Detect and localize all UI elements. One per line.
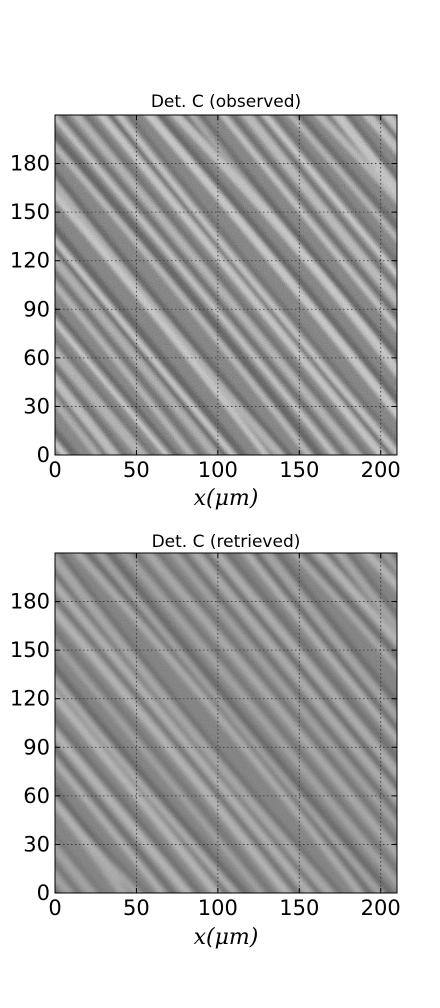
- chart-title-observed: Det. C (observed): [150, 92, 302, 112]
- noise-texture: [55, 115, 397, 455]
- x-tick-label: 0: [48, 896, 61, 920]
- x-tick-label: 150: [279, 896, 319, 920]
- y-tick-label: 150: [10, 638, 50, 662]
- x-tick-label: 0: [48, 458, 61, 482]
- stripe-light: [418, 95, 440, 495]
- stripe-dark: [426, 533, 440, 933]
- y-tick-label: 120: [10, 687, 50, 711]
- stripe-light: [398, 95, 440, 495]
- stripe-dark: [408, 533, 440, 933]
- y-tick-label: 30: [23, 832, 50, 856]
- y-tick-label: 90: [23, 297, 50, 321]
- x-tick-label: 200: [361, 458, 401, 482]
- chart-title-retrieved: Det. C (retrieved): [151, 532, 301, 552]
- stripe-light: [416, 533, 440, 933]
- plot-frame: [54, 552, 398, 894]
- x-axis-label: x(μm): [194, 925, 259, 950]
- x-tick-label: 100: [198, 458, 238, 482]
- stripe-light: [0, 95, 3, 495]
- y-tick-label: 180: [10, 590, 50, 614]
- y-tick-label: 0: [37, 881, 50, 905]
- stripe-light: [0, 533, 1, 933]
- x-tick-label: 150: [279, 458, 319, 482]
- y-tick-label: 30: [23, 394, 50, 418]
- heatmap-image-retrieved: [0, 533, 440, 933]
- y-tick-label: 60: [23, 346, 50, 370]
- y-tick-label: 0: [37, 443, 50, 467]
- x-axis-label: x(μm): [194, 486, 259, 511]
- y-tick-label: 150: [10, 200, 50, 224]
- x-tick-label: 200: [361, 896, 401, 920]
- x-tick-label: 50: [123, 896, 150, 920]
- stripe-dark: [428, 95, 440, 495]
- y-tick-label: 90: [23, 735, 50, 759]
- stripe-light: [398, 533, 440, 933]
- y-tick-label: 60: [23, 784, 50, 808]
- noise-texture: [55, 553, 397, 893]
- plot-frame: [54, 114, 398, 456]
- y-tick-label: 180: [10, 152, 50, 176]
- heatmap-image-observed: [0, 95, 440, 495]
- x-tick-label: 50: [123, 458, 150, 482]
- y-tick-label: 120: [10, 249, 50, 273]
- x-tick-label: 100: [198, 896, 238, 920]
- stripe-dark: [408, 95, 440, 495]
